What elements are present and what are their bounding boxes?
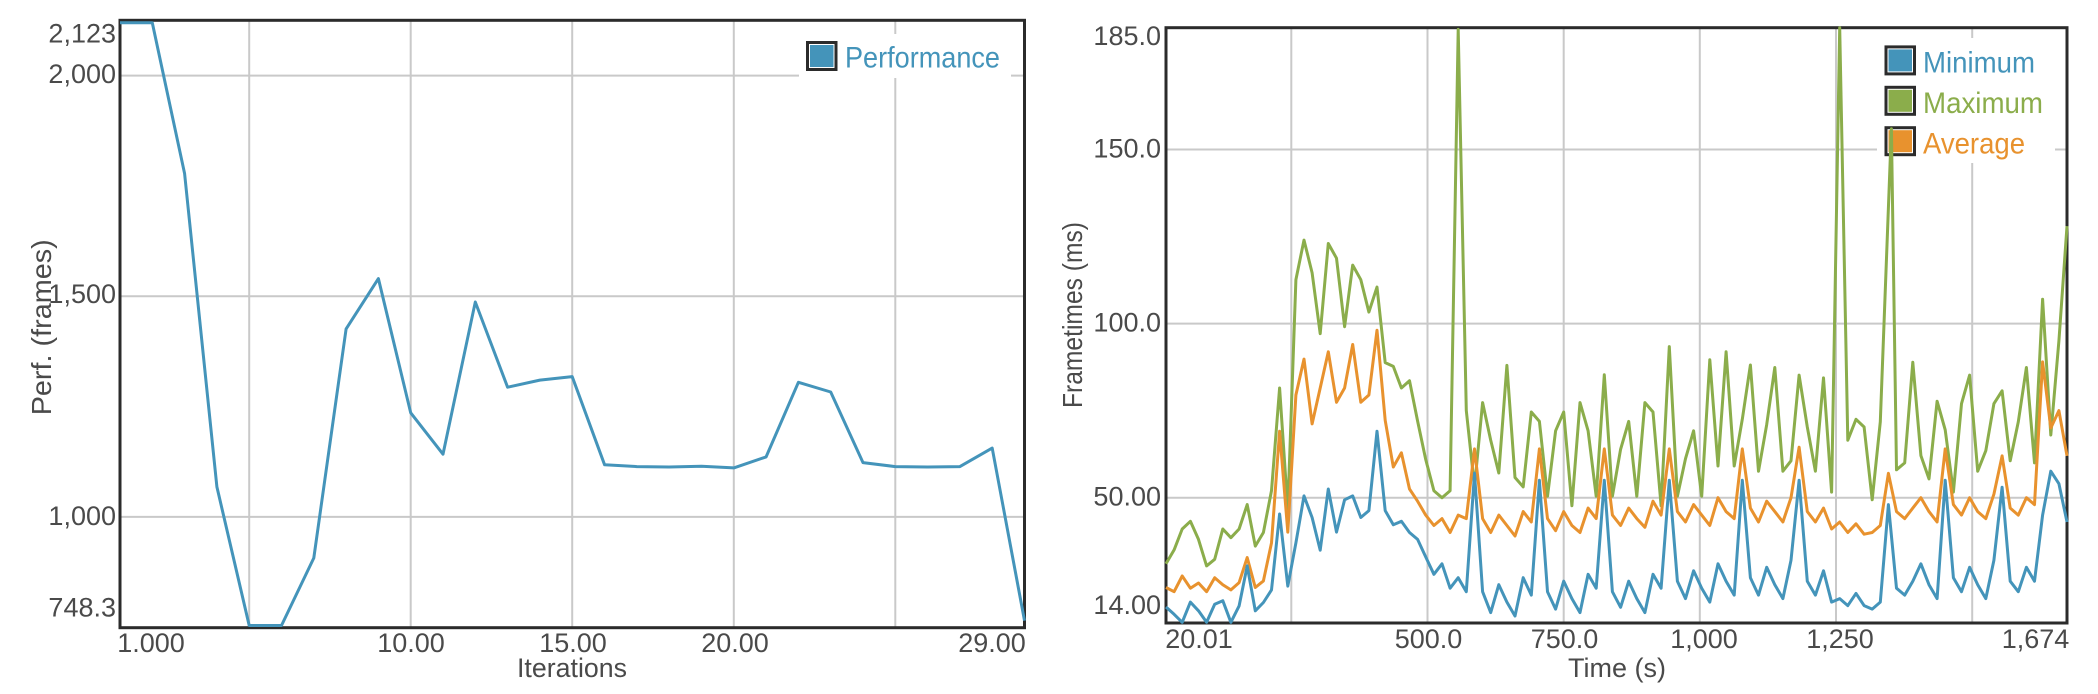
svg-text:500.0: 500.0 [1395, 624, 1463, 654]
svg-text:748.3: 748.3 [48, 592, 116, 622]
svg-text:Frametimes (ms): Frametimes (ms) [1057, 222, 1088, 408]
svg-text:29.00: 29.00 [958, 628, 1026, 658]
svg-text:1,000: 1,000 [48, 501, 116, 531]
svg-text:2,000: 2,000 [48, 59, 116, 89]
svg-text:1,250: 1,250 [1806, 624, 1874, 654]
svg-text:Iterations: Iterations [517, 653, 627, 683]
svg-text:10.00: 10.00 [377, 628, 445, 658]
svg-text:1.000: 1.000 [117, 628, 185, 658]
svg-text:20.01: 20.01 [1165, 624, 1233, 654]
svg-text:Average: Average [1923, 128, 2025, 161]
svg-text:Perf. (frames): Perf. (frames) [26, 239, 57, 415]
svg-text:15.00: 15.00 [539, 628, 607, 658]
svg-text:14.00: 14.00 [1093, 590, 1161, 620]
svg-text:2,123: 2,123 [48, 19, 116, 49]
svg-text:185.0: 185.0 [1093, 21, 1161, 51]
svg-text:Performance: Performance [845, 42, 1000, 75]
svg-text:50.00: 50.00 [1093, 482, 1161, 512]
svg-text:Maximum: Maximum [1923, 87, 2043, 120]
svg-text:100.0: 100.0 [1093, 307, 1161, 337]
svg-text:20.00: 20.00 [701, 628, 769, 658]
svg-text:150.0: 150.0 [1093, 133, 1161, 163]
svg-text:Time (s): Time (s) [1568, 653, 1666, 683]
svg-text:Minimum: Minimum [1923, 47, 2035, 80]
svg-text:1,500: 1,500 [48, 279, 116, 309]
svg-text:750.0: 750.0 [1531, 624, 1599, 654]
svg-text:1,674: 1,674 [2002, 624, 2070, 654]
svg-text:1,000: 1,000 [1670, 624, 1738, 654]
